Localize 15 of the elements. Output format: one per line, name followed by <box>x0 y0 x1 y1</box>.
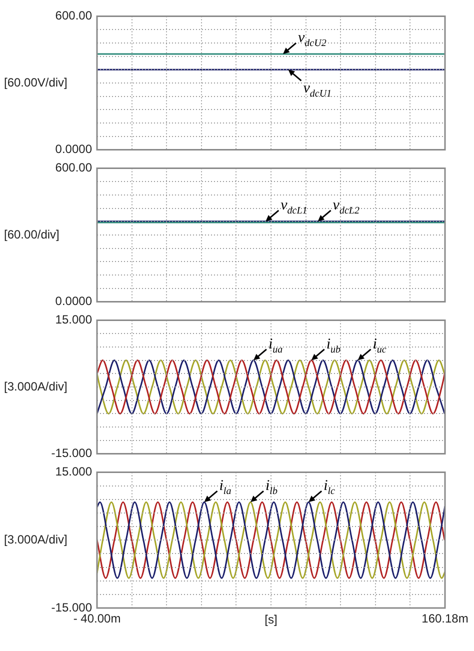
y-axis-title: [60.00V/div] <box>4 75 68 90</box>
y-tick-label: 600.00 <box>55 8 92 23</box>
y-tick-label: 0.0000 <box>55 294 92 308</box>
y-axis-title: [3.000A/div] <box>4 379 68 394</box>
x-tick-label: - 40.00m <box>73 612 121 626</box>
y-tick-label: 15.000 <box>55 312 92 327</box>
y-tick-label: -15.000 <box>51 600 92 614</box>
y-tick-label: 15.000 <box>55 464 92 479</box>
y-tick-label: -15.000 <box>51 446 92 460</box>
y-axis-title: [3.000A/div] <box>4 532 68 546</box>
x-tick-label: 160.18m <box>422 612 468 626</box>
x-axis-title: [s] <box>264 612 278 626</box>
y-tick-label: 0.0000 <box>55 142 92 156</box>
y-tick-label: 600.00 <box>55 160 92 175</box>
y-axis-title: [60.00/div] <box>4 227 60 242</box>
